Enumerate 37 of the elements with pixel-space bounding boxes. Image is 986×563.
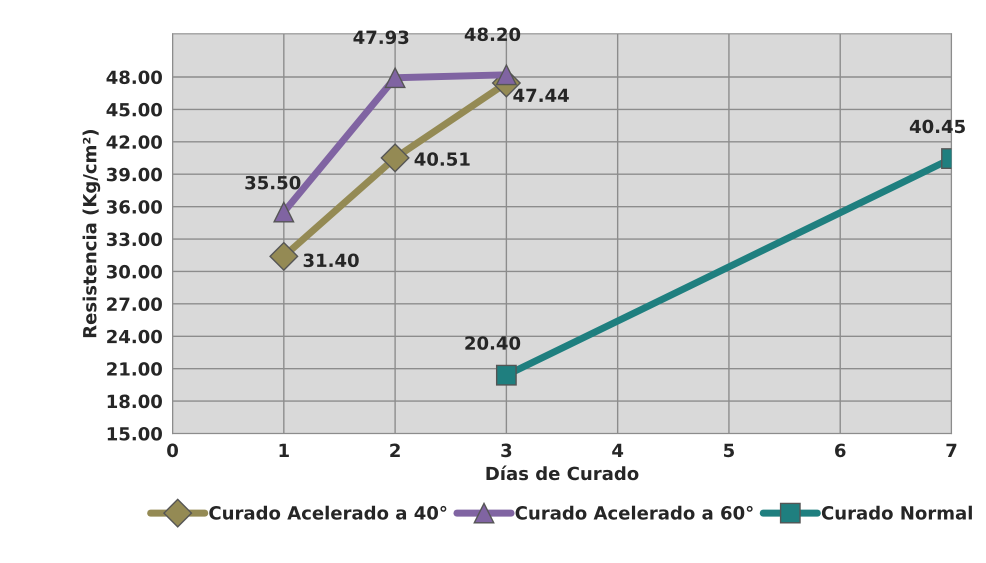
legend-label: Curado Normal [822,506,972,520]
data-label: 40.45 [910,120,965,134]
data-label: 47.93 [353,30,408,44]
x-tick-label: 0 [167,444,178,458]
y-tick-label: 39.00 [106,168,162,182]
data-label: 40.51 [414,152,470,166]
point [384,67,406,88]
y-tick-label: 18.00 [108,394,162,408]
data-label: 31.40 [304,253,359,268]
x-tick-label: 6 [835,444,846,458]
y-tick-label: 24.00 [107,330,162,344]
data-label: 47.44 [513,88,569,102]
y-tick-label: 42.00 [106,135,162,149]
y-tick-label: 45.00 [106,102,162,117]
y-axis-title: Resistencia (Kg/cm²) [82,130,100,338]
y-tick-label: 30.00 [106,264,162,279]
x-tick-label: 3 [501,444,512,458]
point [269,242,298,271]
y-tick-label: 33.00 [106,232,162,246]
x-tick-label: 7 [946,444,956,457]
point [380,143,410,172]
data-label: 20.40 [465,336,520,350]
y-tick-label: 48.00 [106,70,162,84]
data-label: 48.20 [464,28,520,42]
legend-label: Curado Acelerado a 60° [516,506,753,520]
x-tick-label: 2 [390,444,400,457]
x-tick-label: 1 [280,444,289,457]
legend-label: Curado Acelerado a 40° [209,506,446,520]
y-tick-label: 15.00 [108,426,162,441]
x-tick-label: 5 [724,444,734,458]
x-axis-title: Días de Curado [486,466,638,480]
y-tick-label: 36.00 [106,200,162,214]
y-tick-label: 27.00 [107,297,162,311]
point [273,202,294,222]
y-tick-label: 21.00 [107,362,162,376]
x-tick-label: 4 [612,444,624,457]
data-label: 35.50 [245,176,300,190]
